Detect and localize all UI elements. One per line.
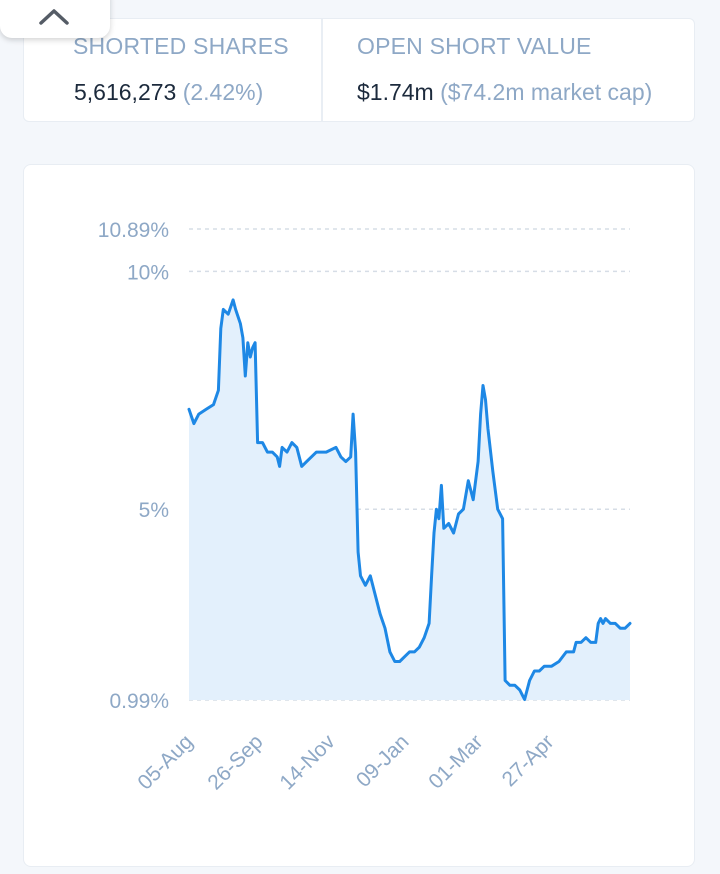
market-cap-text: ($74.2m market cap)	[440, 79, 653, 105]
open-short-value-line: $1.74m ($74.2m market cap)	[357, 79, 652, 106]
collapse-button[interactable]	[0, 0, 110, 38]
open-short-value-amount: $1.74m	[357, 79, 434, 105]
chart-card: 10.89% 10% 5% 0.99% 05-Aug 26-Sep 14-Nov 09-Jan…	[23, 164, 695, 867]
shorted-shares-label: SHORTED SHARES	[73, 33, 289, 59]
x-tick-label: 05-Aug	[133, 730, 197, 794]
y-tick-label: 0.99%	[109, 690, 169, 713]
shorted-shares-value-line: 5,616,273 (2.42%)	[74, 79, 263, 106]
shorted-shares-percent: (2.42%)	[182, 79, 264, 105]
x-tick-label: 14-Nov	[275, 730, 339, 794]
open-short-value-stat: OPEN SHORT VALUE $1.74m ($74.2m market c…	[321, 19, 698, 121]
x-tick-label: 09-Jan	[352, 730, 414, 792]
series-area	[189, 299, 630, 700]
x-tick-label: 27-Apr	[498, 730, 559, 791]
shorted-shares-stat: SHORTED SHARES 5,616,273 (2.42%)	[24, 19, 321, 121]
open-short-value-label: OPEN SHORT VALUE	[357, 33, 592, 59]
shorted-shares-value: 5,616,273	[74, 79, 177, 105]
x-tick-label: 26-Sep	[203, 730, 267, 794]
y-tick-label: 5%	[139, 499, 169, 522]
series-line	[187, 298, 632, 701]
stats-card: SHORTED SHARES 5,616,273 (2.42%) OPEN SH…	[23, 18, 695, 122]
short-interest-chart: 10.89% 10% 5% 0.99% 05-Aug 26-Sep 14-Nov 09-Jan…	[98, 219, 632, 794]
y-tick-label: 10.89%	[98, 219, 169, 242]
y-tick-label: 10%	[127, 261, 169, 284]
x-tick-label: 01-Mar	[424, 730, 487, 793]
chevron-up-icon	[39, 9, 69, 25]
